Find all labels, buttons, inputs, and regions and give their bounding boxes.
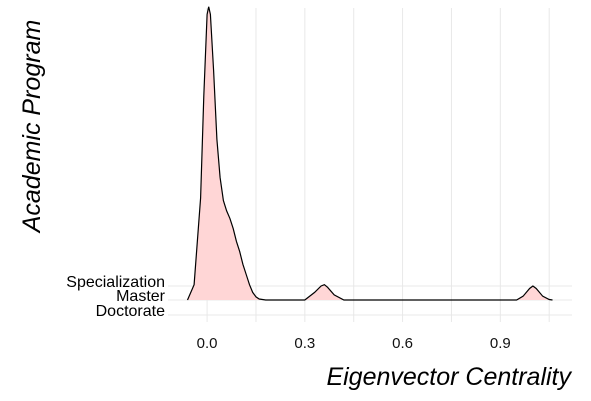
x-tick-label: 0.3 (294, 335, 315, 352)
x-tick-label: 0.0 (197, 335, 218, 352)
series-layer (186, 6, 553, 301)
x-tick-labels: 0.0 0.3 0.6 0.9 (197, 335, 511, 352)
density-area-master (187, 6, 553, 301)
category-label-master: Master (116, 288, 166, 305)
density-line-master (186, 6, 553, 301)
y-axis-title: Academic Program (18, 20, 46, 235)
category-label-specialization: Specialization (66, 274, 165, 291)
x-axis-title: Eigenvector Centrality (326, 363, 572, 391)
x-tick-label: 0.6 (392, 335, 413, 352)
x-tick-label: 0.9 (490, 335, 511, 352)
category-label-doctorate: Doctorate (96, 303, 165, 320)
